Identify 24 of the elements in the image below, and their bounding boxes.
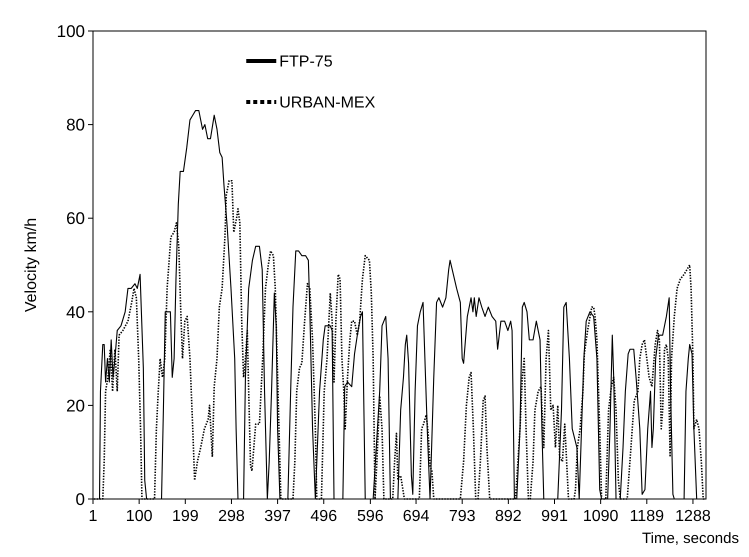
x-tick-label: 1288 (675, 508, 711, 525)
x-tick-label: 1 (88, 508, 98, 525)
y-tick-label: 60 (66, 209, 85, 228)
x-tick-label: 397 (264, 508, 292, 525)
x-tick-label: 991 (541, 508, 568, 525)
x-tick-label: 596 (357, 508, 384, 525)
legend-label: FTP-75 (279, 54, 333, 71)
y-tick-label: 20 (66, 396, 85, 416)
y-tick-label: 80 (66, 116, 85, 135)
x-tick-label: 100 (126, 508, 153, 525)
x-tick-label: 199 (172, 508, 199, 525)
x-tick-label: 892 (494, 508, 522, 525)
y-axis-title: Velocity km/h (23, 218, 40, 312)
x-tick-label: 1189 (630, 508, 664, 525)
x-tick-label: 694 (402, 508, 430, 525)
legend-label: URBAN-MEX (279, 94, 376, 112)
x-tick-label: 793 (448, 508, 476, 525)
x-tick-label: 298 (218, 508, 245, 525)
y-tick-label: 40 (66, 302, 85, 322)
y-tick-label: 0 (76, 490, 85, 509)
x-axis-title: Time, seconds (642, 530, 739, 547)
y-tick-label: 100 (56, 22, 85, 41)
x-tick-label: 496 (310, 508, 338, 525)
x-tick-label: 1090 (582, 508, 619, 525)
